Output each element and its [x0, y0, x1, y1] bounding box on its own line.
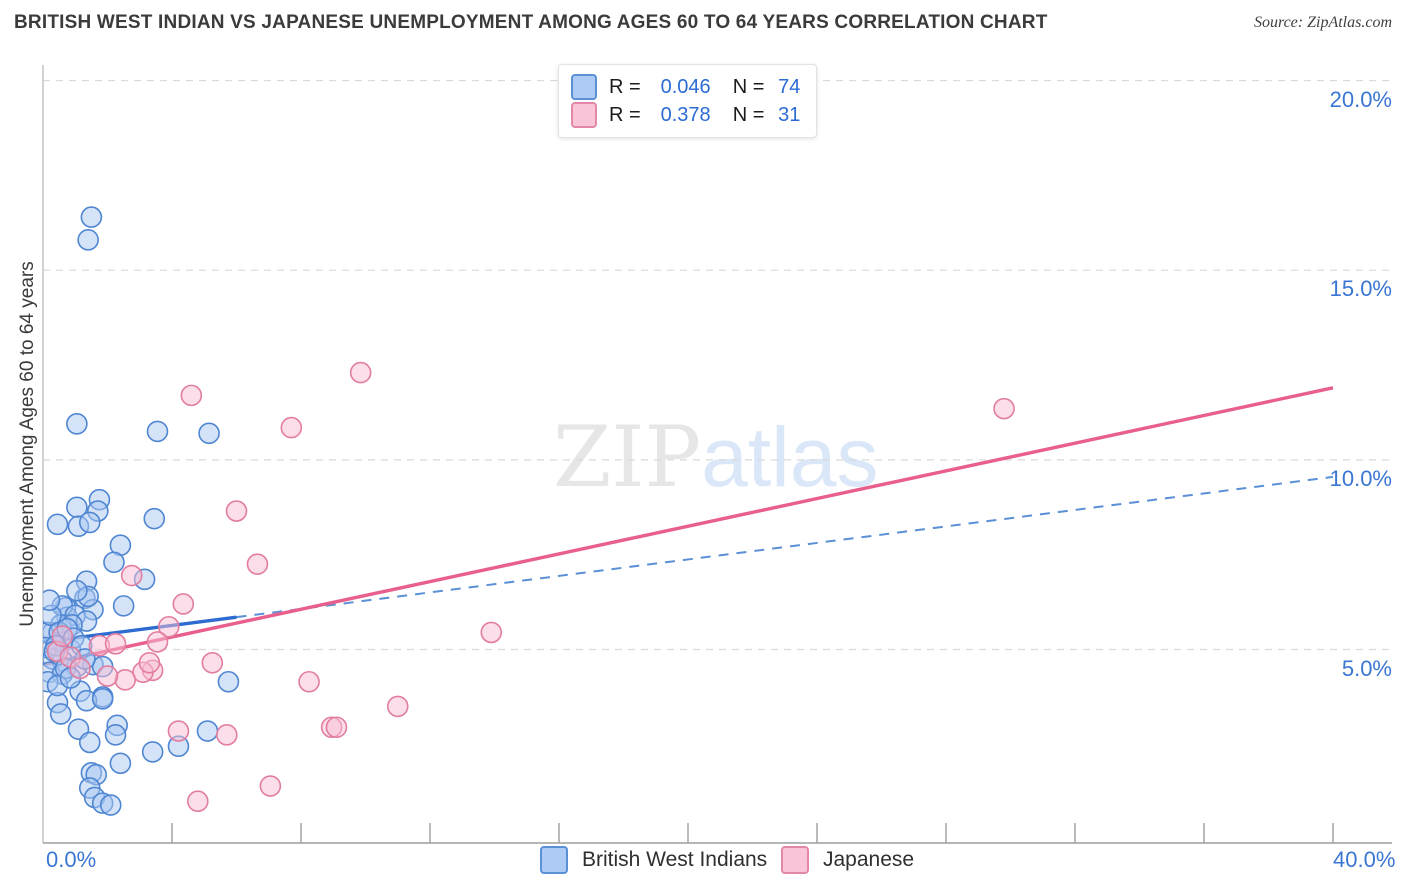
scatter-point-british-west-indians[interactable]	[217, 670, 240, 693]
scatter-point-japanese[interactable]	[216, 724, 238, 746]
r-value-blue: 0.046	[660, 75, 711, 98]
scatter-point-british-west-indians[interactable]	[80, 206, 103, 228]
scatter-point-japanese[interactable]	[96, 665, 119, 687]
scatter-point-japanese[interactable]	[138, 651, 161, 674]
scatter-point-japanese[interactable]	[187, 790, 209, 813]
scatter-point-japanese[interactable]	[280, 416, 303, 439]
y-tick-label-15.0%: 15.0%	[1329, 276, 1392, 302]
blue-series-swatch	[540, 846, 568, 874]
blue-series-swatch	[571, 74, 597, 100]
y-tick-label-20.0%: 20.0%	[1329, 86, 1392, 112]
scatter-point-japanese[interactable]	[51, 625, 74, 648]
legend-label-british-west-indians: British West Indians	[582, 848, 768, 871]
legend-label-japanese: Japanese	[823, 848, 915, 871]
scatter-point-british-west-indians[interactable]	[141, 741, 164, 763]
scatter-point-british-west-indians[interactable]	[46, 513, 69, 536]
y-tick-label-10.0%: 10.0%	[1329, 465, 1392, 491]
trend-line-british-west-indians-dashed	[236, 475, 1334, 619]
scatter-point-british-west-indians[interactable]	[49, 703, 72, 725]
series-legend: British West Indians Japanese	[0, 846, 1406, 880]
pink-series-swatch	[571, 102, 597, 128]
x-axis-min-label: 0.0%	[46, 847, 97, 872]
n-value-blue: 74	[778, 75, 801, 98]
legend-item-japanese: Japanese	[781, 846, 914, 874]
scatter-point-british-west-indians[interactable]	[77, 229, 99, 251]
scatter-point-japanese[interactable]	[180, 384, 203, 407]
trend-line-japanese	[42, 386, 1334, 667]
scatter-point-japanese[interactable]	[104, 633, 127, 655]
scatter-point-japanese[interactable]	[480, 621, 503, 644]
n-value-pink: 31	[778, 103, 801, 126]
scatter-point-japanese[interactable]	[114, 669, 137, 691]
scatter-point-japanese[interactable]	[225, 500, 248, 522]
source-attribution: Source: ZipAtlas.com	[1253, 14, 1392, 31]
scatter-point-british-west-indians[interactable]	[104, 724, 127, 746]
pink-series-swatch	[781, 846, 809, 874]
legend-row-british-west-indians: R = 0.046 N = 74	[571, 73, 800, 101]
scatter-point-british-west-indians[interactable]	[78, 511, 101, 534]
scatter-point-japanese[interactable]	[259, 775, 282, 797]
scatter-point-british-west-indians[interactable]	[39, 589, 61, 611]
zipatlas-watermark: ZIPatlas	[553, 408, 879, 506]
r-value-pink: 0.378	[660, 103, 711, 126]
scatter-point-japanese[interactable]	[993, 397, 1015, 420]
x-axis-max-label: 40.0%	[1333, 847, 1396, 872]
scatter-point-british-west-indians[interactable]	[143, 507, 166, 530]
scatter-point-british-west-indians[interactable]	[198, 422, 220, 445]
legend-item-british-west-indians: British West Indians	[540, 846, 767, 874]
scatter-point-japanese[interactable]	[386, 695, 409, 718]
scatter-point-british-west-indians[interactable]	[196, 720, 219, 742]
scatter-point-british-west-indians[interactable]	[66, 413, 88, 435]
scatter-point-british-west-indians[interactable]	[78, 731, 101, 754]
y-tick-label-5.0%: 5.0%	[1341, 655, 1392, 681]
scatter-point-japanese[interactable]	[69, 657, 91, 680]
scatter-point-japanese[interactable]	[172, 593, 195, 615]
scatter-point-japanese[interactable]	[146, 631, 169, 653]
scatter-point-japanese[interactable]	[201, 651, 224, 674]
watermark-zip-text: ZIP	[553, 408, 702, 506]
scatter-point-british-west-indians[interactable]	[103, 551, 125, 574]
scatter-point-japanese[interactable]	[157, 615, 180, 638]
page-title: BRITISH WEST INDIAN VS JAPANESE UNEMPLOY…	[14, 12, 1048, 33]
scatter-points-layer	[39, 206, 1015, 816]
scatter-point-japanese[interactable]	[325, 716, 348, 739]
scatter-point-british-west-indians[interactable]	[112, 595, 135, 617]
n-label: N =	[732, 75, 765, 98]
watermark-atlas-text: atlas	[701, 410, 879, 504]
scatter-point-british-west-indians[interactable]	[66, 579, 88, 602]
scatter-point-japanese[interactable]	[167, 720, 190, 742]
r-label: R =	[609, 75, 641, 98]
scatter-point-japanese[interactable]	[349, 361, 372, 384]
scatter-point-japanese[interactable]	[120, 564, 143, 587]
r-label: R =	[609, 103, 641, 126]
scatter-point-british-west-indians[interactable]	[91, 688, 114, 710]
correlation-legend-box: R = 0.046 N = 74 R = 0.378 N = 31	[558, 64, 818, 138]
scatter-point-british-west-indians[interactable]	[146, 420, 169, 443]
legend-row-japanese: R = 0.378 N = 31	[571, 101, 800, 129]
n-label: N =	[732, 103, 765, 126]
scatter-point-british-west-indians[interactable]	[99, 794, 122, 816]
scatter-point-japanese[interactable]	[246, 553, 269, 575]
scatter-point-japanese[interactable]	[298, 670, 320, 693]
scatter-point-british-west-indians[interactable]	[109, 752, 132, 775]
